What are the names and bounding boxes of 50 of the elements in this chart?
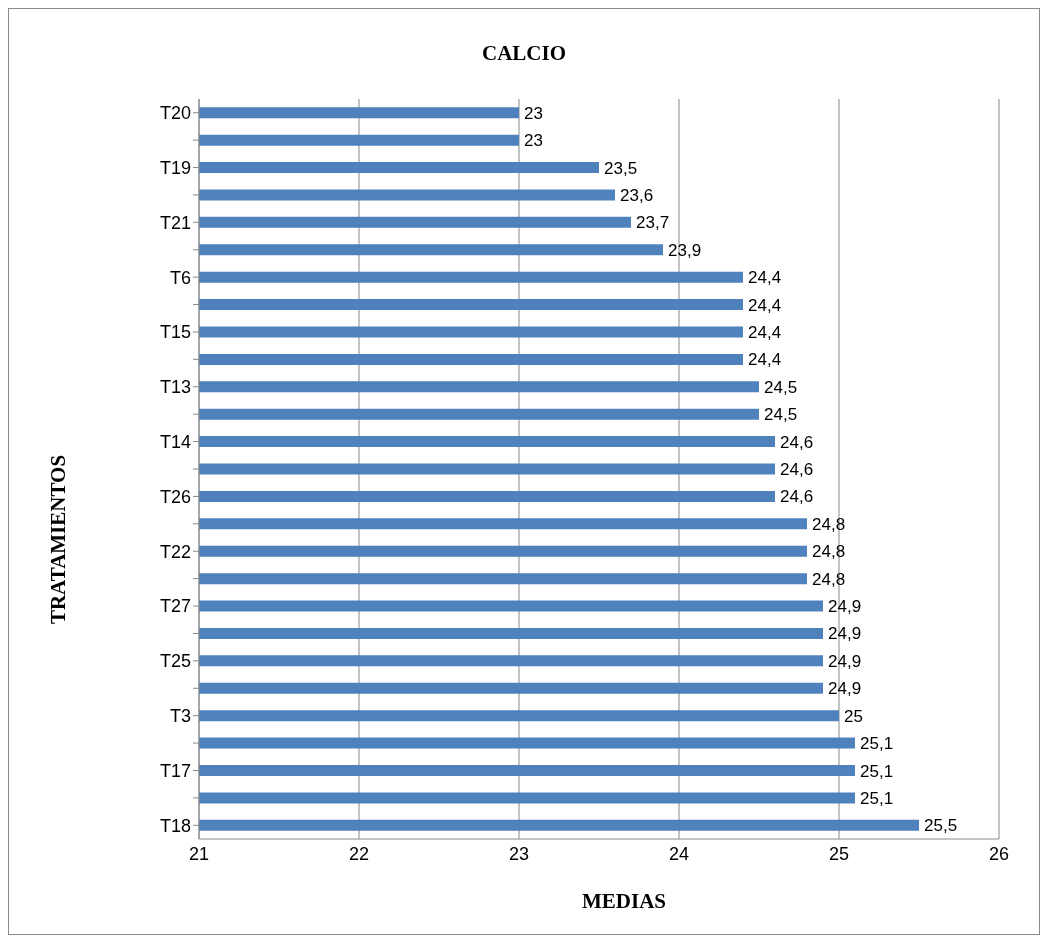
data-label: 24,9 [828, 679, 862, 699]
data-label: 25,1 [860, 788, 894, 808]
y-tick-label: T21 [159, 212, 191, 233]
data-label: 24,5 [764, 405, 798, 425]
data-label: 24,5 [764, 377, 798, 397]
y-tick-label: T3 [169, 706, 191, 727]
data-label: 23 [524, 131, 543, 151]
y-tick-label: T25 [159, 651, 191, 672]
data-label: 24,6 [780, 460, 814, 480]
data-label: 25 [844, 706, 863, 726]
x-tick-label: 21 [188, 843, 210, 864]
x-tick-label: 26 [988, 843, 1010, 864]
x-tick-label: 22 [348, 843, 370, 864]
data-label: 24,9 [828, 624, 862, 644]
data-label: 24,6 [780, 487, 814, 507]
y-tick-label: T13 [159, 377, 191, 398]
data-label: 24,8 [812, 569, 846, 589]
y-tick-label: T19 [159, 157, 191, 178]
data-label: 24,4 [748, 323, 782, 343]
y-tick-label: T15 [159, 322, 191, 343]
data-label: 24,8 [812, 514, 846, 534]
data-label: 25,1 [860, 734, 894, 754]
y-tick-label: T22 [159, 541, 191, 562]
x-tick-label: 23 [508, 843, 530, 864]
data-label: 25,1 [860, 761, 894, 781]
x-tick-label: 24 [668, 843, 690, 864]
data-label: 24,6 [780, 432, 814, 452]
data-label: 24,4 [748, 268, 782, 288]
y-tick-label: T14 [159, 431, 191, 452]
data-label: 23,5 [604, 158, 638, 178]
data-label: 23,9 [668, 240, 702, 260]
data-label: 24,4 [748, 295, 782, 315]
data-label: 24,4 [748, 350, 782, 370]
data-label: 24,9 [828, 597, 862, 617]
x-axis-title: MEDIAS [581, 889, 667, 914]
y-axis-title: TRATAMIENTOS [46, 454, 72, 624]
data-label: 23,7 [636, 213, 670, 233]
y-tick-label: T26 [159, 486, 191, 507]
data-label: 24,9 [828, 651, 862, 671]
data-label: 25,5 [924, 816, 958, 836]
data-label: 24,8 [812, 542, 846, 562]
data-label: 23 [524, 103, 543, 123]
y-tick-label: T18 [159, 815, 191, 836]
y-tick-label: T27 [159, 596, 191, 617]
y-tick-label: T17 [159, 760, 191, 781]
y-tick-label: T6 [169, 267, 191, 288]
y-tick-label: T20 [159, 103, 191, 124]
data-label: 23,6 [620, 185, 654, 205]
chart-title: CALCIO [481, 40, 567, 67]
x-tick-label: 25 [828, 843, 850, 864]
